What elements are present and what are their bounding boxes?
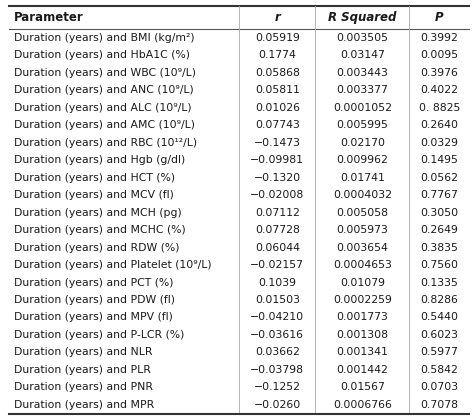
Text: −0.03616: −0.03616 (250, 330, 304, 340)
Text: 0.0004032: 0.0004032 (333, 190, 392, 200)
Text: 0.001341: 0.001341 (337, 347, 388, 357)
Text: 0.0001052: 0.0001052 (333, 103, 392, 113)
Text: 0.3835: 0.3835 (420, 243, 458, 253)
Text: Duration (years) and BMI (kg/m²): Duration (years) and BMI (kg/m²) (14, 33, 195, 43)
Text: 0.005995: 0.005995 (337, 120, 388, 130)
Text: Duration (years) and MCH (pg): Duration (years) and MCH (pg) (14, 208, 182, 218)
Text: −0.03798: −0.03798 (250, 365, 304, 375)
Text: P: P (435, 11, 444, 24)
Text: 0.001442: 0.001442 (337, 365, 388, 375)
Text: 0.005973: 0.005973 (337, 225, 388, 235)
Text: 0.06044: 0.06044 (255, 243, 300, 253)
Text: Duration (years) and MPV (fl): Duration (years) and MPV (fl) (14, 312, 173, 322)
Text: 0.7560: 0.7560 (420, 260, 458, 270)
Text: 0.009962: 0.009962 (337, 155, 388, 165)
Text: 0.7767: 0.7767 (420, 190, 458, 200)
Text: Duration (years) and WBC (10⁹/L): Duration (years) and WBC (10⁹/L) (14, 68, 196, 78)
Text: 0.0329: 0.0329 (420, 138, 458, 148)
Text: Duration (years) and RBC (10¹²/L): Duration (years) and RBC (10¹²/L) (14, 138, 197, 148)
Text: 0.0006766: 0.0006766 (333, 400, 392, 410)
Text: 0.003654: 0.003654 (337, 243, 388, 253)
Text: R Squared: R Squared (328, 11, 397, 24)
Text: 0.7078: 0.7078 (420, 400, 458, 410)
Text: 0.6023: 0.6023 (420, 330, 458, 340)
Text: Parameter: Parameter (14, 11, 84, 24)
Text: 0.005058: 0.005058 (337, 208, 388, 218)
Text: 0.03147: 0.03147 (340, 50, 385, 60)
Text: 0.001773: 0.001773 (337, 312, 388, 322)
Text: 0.3992: 0.3992 (420, 33, 458, 43)
Text: 0.03662: 0.03662 (255, 347, 300, 357)
Text: 0.07743: 0.07743 (255, 120, 300, 130)
Text: Duration (years) and AMC (10⁹/L): Duration (years) and AMC (10⁹/L) (14, 120, 195, 130)
Text: −0.02157: −0.02157 (250, 260, 304, 270)
Text: 0.1335: 0.1335 (420, 278, 458, 288)
Text: 0. 8825: 0. 8825 (419, 103, 460, 113)
Text: 0.003505: 0.003505 (337, 33, 388, 43)
Text: Duration (years) and HbA1C (%): Duration (years) and HbA1C (%) (14, 50, 190, 60)
Text: 0.01741: 0.01741 (340, 173, 385, 183)
Text: 0.5842: 0.5842 (420, 365, 458, 375)
Text: 0.1039: 0.1039 (258, 278, 296, 288)
Text: r: r (274, 11, 280, 24)
Text: 0.003377: 0.003377 (337, 85, 388, 95)
Text: −0.0260: −0.0260 (254, 400, 301, 410)
Text: 0.01079: 0.01079 (340, 278, 385, 288)
Text: Duration (years) and MCV (fl): Duration (years) and MCV (fl) (14, 190, 174, 200)
Text: Duration (years) and ANC (10⁹/L): Duration (years) and ANC (10⁹/L) (14, 85, 194, 95)
Text: 0.0095: 0.0095 (420, 50, 458, 60)
Text: 0.0002259: 0.0002259 (333, 295, 392, 305)
Text: −0.1473: −0.1473 (254, 138, 301, 148)
Text: 0.5977: 0.5977 (420, 347, 458, 357)
Text: Duration (years) and NLR: Duration (years) and NLR (14, 347, 153, 357)
Text: 0.01026: 0.01026 (255, 103, 300, 113)
Text: 0.01503: 0.01503 (255, 295, 300, 305)
Text: Duration (years) and Platelet (10⁹/L): Duration (years) and Platelet (10⁹/L) (14, 260, 212, 270)
Text: Duration (years) and PNR: Duration (years) and PNR (14, 382, 153, 392)
Text: −0.04210: −0.04210 (250, 312, 304, 322)
Text: 0.07112: 0.07112 (255, 208, 300, 218)
Text: 0.4022: 0.4022 (420, 85, 458, 95)
Text: −0.02008: −0.02008 (250, 190, 304, 200)
Text: 0.3050: 0.3050 (420, 208, 458, 218)
Text: Duration (years) and HCT (%): Duration (years) and HCT (%) (14, 173, 175, 183)
Text: 0.07728: 0.07728 (255, 225, 300, 235)
Text: 0.05811: 0.05811 (255, 85, 300, 95)
Text: −0.1320: −0.1320 (254, 173, 301, 183)
Text: 0.1774: 0.1774 (258, 50, 296, 60)
Text: −0.09981: −0.09981 (250, 155, 304, 165)
Text: Duration (years) and Hgb (g/dl): Duration (years) and Hgb (g/dl) (14, 155, 185, 165)
Text: 0.2640: 0.2640 (420, 120, 458, 130)
Text: 0.05868: 0.05868 (255, 68, 300, 78)
Text: 0.8286: 0.8286 (420, 295, 458, 305)
Text: 0.05919: 0.05919 (255, 33, 300, 43)
Text: Duration (years) and ALC (10⁹/L): Duration (years) and ALC (10⁹/L) (14, 103, 192, 113)
Text: 0.0562: 0.0562 (420, 173, 458, 183)
Text: 0.0004653: 0.0004653 (333, 260, 392, 270)
Text: 0.003443: 0.003443 (337, 68, 388, 78)
Text: Duration (years) and PLR: Duration (years) and PLR (14, 365, 151, 375)
Text: 0.2649: 0.2649 (420, 225, 458, 235)
Text: Duration (years) and MPR: Duration (years) and MPR (14, 400, 155, 410)
Text: 0.5440: 0.5440 (420, 312, 458, 322)
Text: 0.01567: 0.01567 (340, 382, 385, 392)
Text: Duration (years) and PCT (%): Duration (years) and PCT (%) (14, 278, 173, 288)
Text: Duration (years) and PDW (fl): Duration (years) and PDW (fl) (14, 295, 175, 305)
Text: Duration (years) and RDW (%): Duration (years) and RDW (%) (14, 243, 180, 253)
Text: 0.001308: 0.001308 (337, 330, 388, 340)
Text: 0.02170: 0.02170 (340, 138, 385, 148)
Text: 0.0703: 0.0703 (420, 382, 458, 392)
Text: −0.1252: −0.1252 (254, 382, 301, 392)
Text: 0.3976: 0.3976 (420, 68, 458, 78)
Text: Duration (years) and P-LCR (%): Duration (years) and P-LCR (%) (14, 330, 184, 340)
Text: 0.1495: 0.1495 (420, 155, 458, 165)
Text: Duration (years) and MCHC (%): Duration (years) and MCHC (%) (14, 225, 186, 235)
